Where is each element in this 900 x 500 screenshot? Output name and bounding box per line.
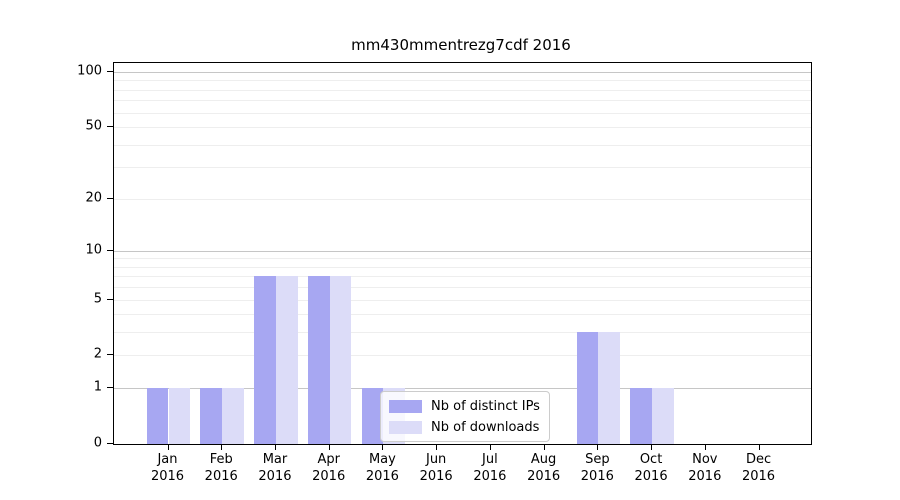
bar-downloads [598, 332, 621, 444]
y-tick-label: 50 [85, 118, 102, 134]
bar-distinct-ips [254, 276, 276, 444]
y-tick-mark [107, 354, 113, 356]
minor-gridline [114, 80, 811, 82]
x-tick-label: May 2016 [365, 452, 399, 484]
minor-gridline [114, 332, 811, 334]
x-tick-label: Jun 2016 [419, 452, 453, 484]
x-tick-label: Mar 2016 [258, 452, 292, 484]
x-tick-mark [704, 444, 706, 450]
bar-downloads [652, 388, 674, 444]
y-tick-label: 0 [93, 435, 102, 451]
bar-distinct-ips [630, 388, 653, 444]
bar-downloads [222, 388, 245, 444]
y-tick-mark [107, 249, 113, 251]
x-tick-label: Aug 2016 [527, 452, 561, 484]
y-tick-label: 10 [85, 242, 102, 258]
x-tick-mark [167, 444, 169, 450]
minor-gridline [114, 276, 811, 278]
minor-gridline [114, 258, 811, 260]
minor-gridline [114, 144, 811, 146]
x-tick-label: Apr 2016 [312, 452, 346, 484]
y-tick-mark [107, 387, 113, 389]
x-tick-mark [758, 444, 760, 450]
plot-area [113, 62, 812, 445]
legend-swatch-downloads [389, 420, 422, 434]
legend-swatch-distinct-ips [389, 399, 422, 413]
x-tick-mark [221, 444, 223, 450]
x-tick-label: Feb 2016 [204, 452, 238, 484]
y-tick-mark [107, 298, 113, 300]
x-tick-label: Oct 2016 [634, 452, 668, 484]
legend-item: Nb of distinct IPs [389, 397, 540, 415]
major-gridline [114, 72, 811, 74]
y-tick-mark [107, 126, 113, 128]
bar-downloads [329, 276, 352, 444]
x-tick-mark [489, 444, 491, 450]
y-tick-mark [107, 443, 113, 444]
minor-gridline [114, 89, 811, 91]
major-gridline [114, 388, 811, 390]
y-tick-label: 20 [85, 190, 102, 206]
y-tick-label: 100 [77, 63, 102, 79]
bar-distinct-ips [146, 388, 169, 444]
minor-gridline [114, 112, 811, 114]
legend-label: Nb of downloads [431, 419, 540, 435]
x-tick-mark [651, 444, 653, 450]
bar-downloads [168, 388, 191, 444]
x-tick-label: Jul 2016 [473, 452, 507, 484]
x-tick-mark [543, 444, 545, 450]
bar-distinct-ips [576, 332, 599, 444]
major-gridline [114, 250, 811, 252]
minor-gridline [114, 287, 811, 289]
x-tick-label: Jan 2016 [150, 452, 185, 484]
y-tick-label: 1 [93, 379, 102, 395]
minor-gridline [114, 167, 811, 169]
bar-distinct-ips [200, 388, 223, 444]
minor-gridline [114, 299, 811, 301]
x-tick-mark [328, 444, 330, 450]
y-tick-mark [107, 71, 113, 73]
minor-gridline [114, 198, 811, 200]
x-tick-mark [597, 444, 599, 450]
minor-gridline [114, 100, 811, 102]
bar-distinct-ips [307, 276, 330, 444]
y-tick-label: 2 [93, 346, 102, 362]
legend-item: Nb of downloads [389, 418, 540, 436]
legend-label: Nb of distinct IPs [431, 398, 540, 414]
minor-gridline [114, 266, 811, 268]
x-tick-mark [436, 444, 438, 450]
y-tick-mark [107, 197, 113, 199]
minor-gridline [114, 127, 811, 129]
chart-title: mm430mmentrezg7cdf 2016 [351, 36, 571, 54]
bar-distinct-ips [361, 388, 384, 444]
x-tick-label: Sep 2016 [580, 452, 614, 484]
x-tick-mark [274, 444, 276, 450]
bar-downloads [275, 276, 298, 444]
x-tick-mark [382, 444, 384, 450]
x-tick-label: Nov 2016 [688, 452, 722, 484]
minor-gridline [114, 355, 811, 357]
legend: Nb of distinct IPs Nb of downloads [380, 391, 550, 442]
minor-gridline [114, 314, 811, 316]
y-tick-label: 5 [93, 291, 102, 307]
x-tick-label: Dec 2016 [741, 452, 776, 484]
